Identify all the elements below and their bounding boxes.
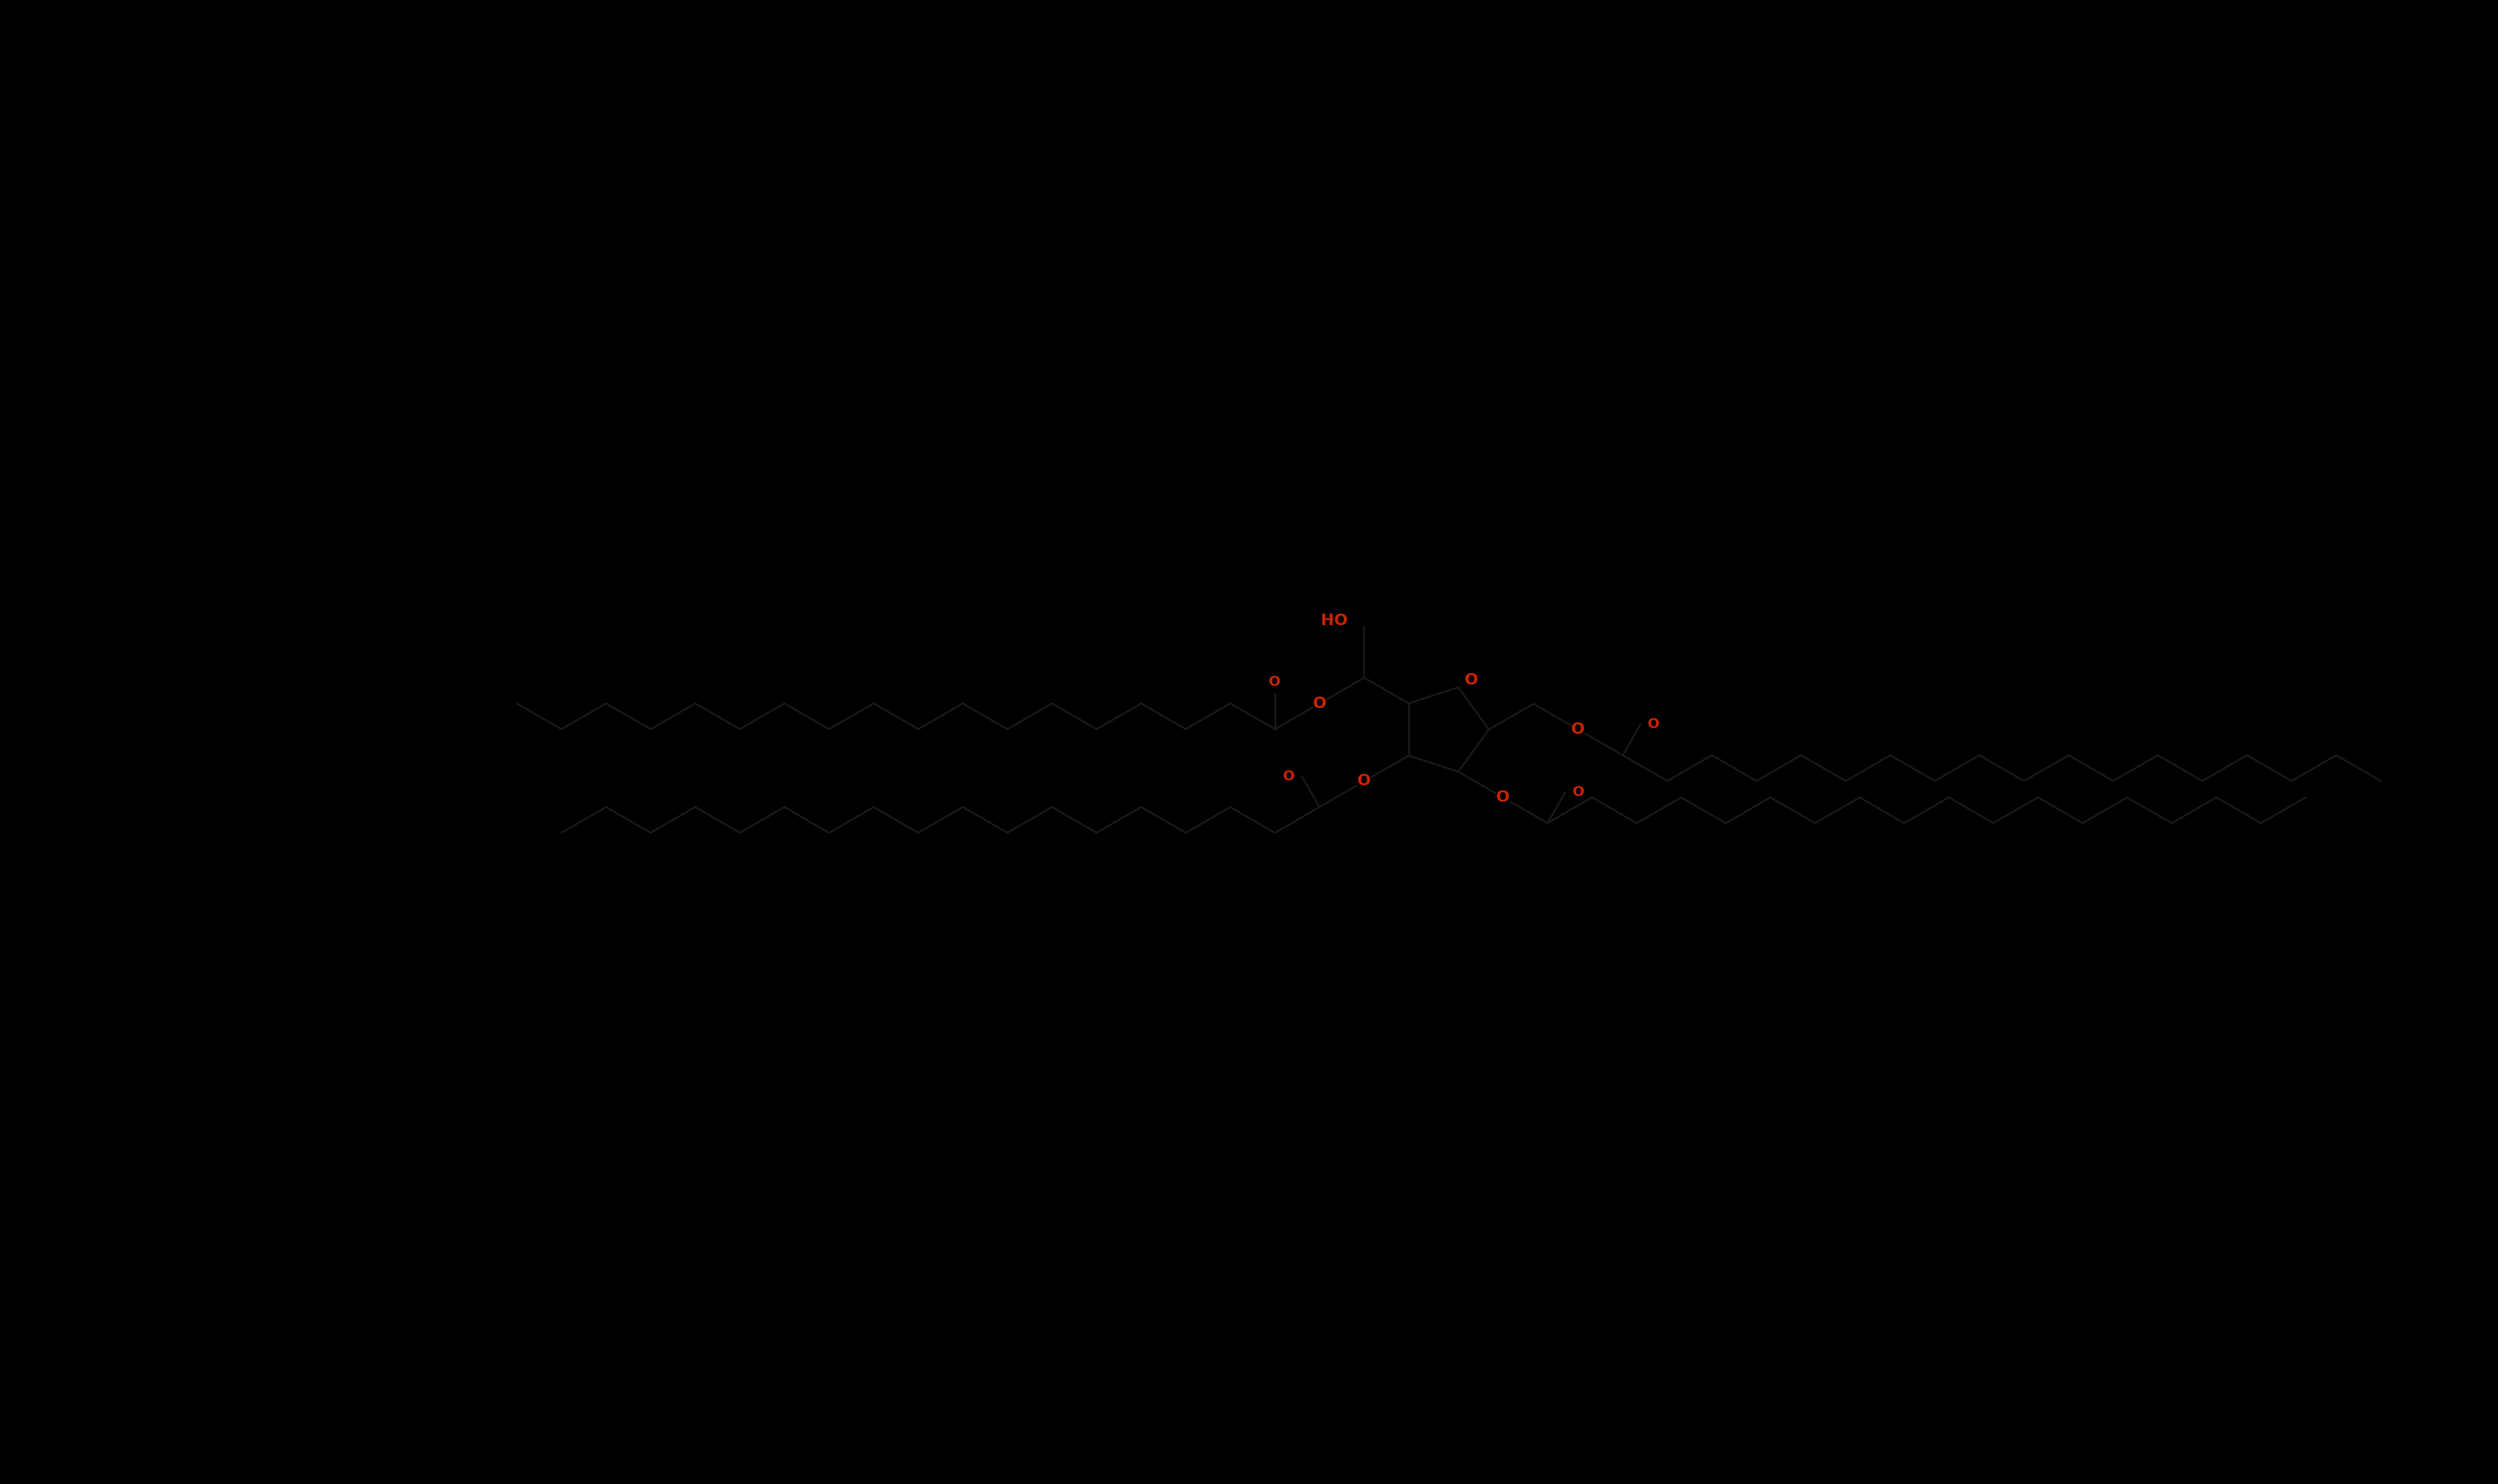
Text: O: O xyxy=(1284,769,1294,784)
Text: O: O xyxy=(1356,775,1371,788)
Text: O: O xyxy=(1464,674,1479,687)
Text: O: O xyxy=(1314,696,1326,711)
Text: O: O xyxy=(1571,723,1584,736)
Text: HO: HO xyxy=(1321,613,1346,628)
Text: O: O xyxy=(1496,791,1509,804)
Text: O: O xyxy=(1269,675,1281,689)
Text: O: O xyxy=(1571,785,1584,798)
Text: O: O xyxy=(1649,717,1659,732)
